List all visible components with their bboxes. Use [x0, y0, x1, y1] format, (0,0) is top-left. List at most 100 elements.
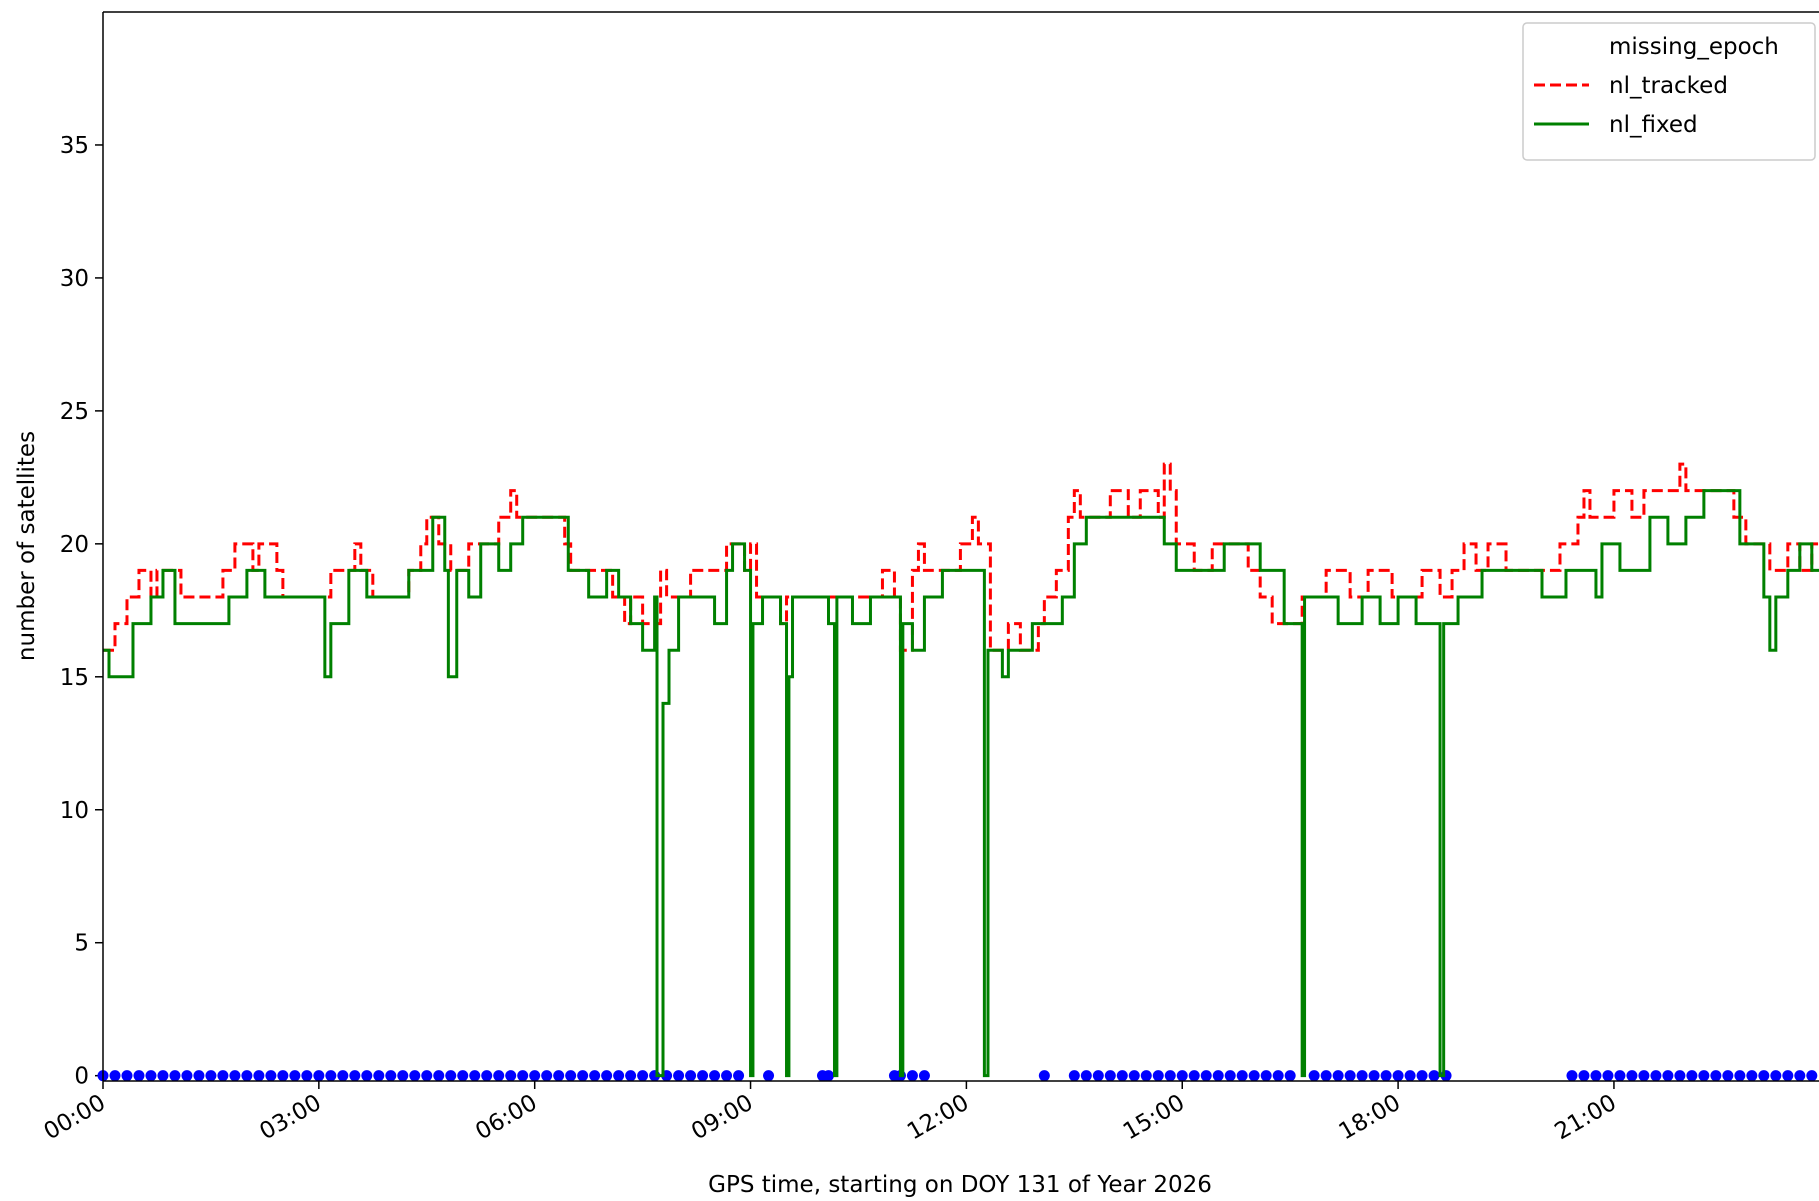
missing-epoch-point: [1344, 1070, 1356, 1082]
missing-epoch-point: [421, 1070, 433, 1082]
missing-epoch-point: [1164, 1070, 1176, 1082]
missing-epoch-point: [457, 1070, 469, 1082]
missing-epoch-point: [349, 1070, 361, 1082]
missing-epoch-point: [1272, 1070, 1284, 1082]
missing-epoch-point: [1650, 1070, 1662, 1082]
missing-epoch-point: [541, 1070, 553, 1082]
legend-label: missing_epoch: [1609, 34, 1779, 60]
missing-epoch-point: [1722, 1070, 1734, 1082]
missing-epoch-point: [109, 1070, 121, 1082]
missing-epoch-point: [1104, 1070, 1116, 1082]
missing-epoch-point: [325, 1070, 337, 1082]
missing-epoch-point: [517, 1070, 529, 1082]
missing-epoch-point: [1356, 1070, 1368, 1082]
missing-epoch-point: [133, 1070, 145, 1082]
missing-epoch-point: [1782, 1070, 1794, 1082]
missing-epoch-point: [193, 1070, 205, 1082]
missing-epoch-point: [1200, 1070, 1212, 1082]
missing-epoch-point: [721, 1070, 733, 1082]
missing-epoch-point: [337, 1070, 349, 1082]
missing-epoch-point: [277, 1070, 289, 1082]
missing-epoch-point: [1038, 1070, 1050, 1082]
x-tick-label: 03:00: [255, 1090, 325, 1146]
missing-epoch-point: [1404, 1070, 1416, 1082]
missing-epoch-point: [1638, 1070, 1650, 1082]
missing-epoch-point: [613, 1070, 625, 1082]
missing-epoch-point: [1416, 1070, 1428, 1082]
missing-epoch-point: [1236, 1070, 1248, 1082]
y-tick-label: 5: [74, 931, 89, 957]
missing-epoch-point: [1566, 1070, 1578, 1082]
missing-epoch-point: [637, 1070, 649, 1082]
missing-epoch-point: [505, 1070, 517, 1082]
missing-epoch-point: [493, 1070, 505, 1082]
missing-epoch-point: [181, 1070, 193, 1082]
missing-epoch-point: [1068, 1070, 1080, 1082]
missing-epoch-point: [469, 1070, 481, 1082]
missing-epoch-point: [301, 1070, 313, 1082]
missing-epoch-point: [1392, 1070, 1404, 1082]
missing-epoch-point: [673, 1070, 685, 1082]
missing-epoch-point: [1260, 1070, 1272, 1082]
missing-epoch-point: [1428, 1070, 1440, 1082]
y-tick-label: 15: [60, 665, 89, 691]
missing-epoch-point: [1224, 1070, 1236, 1082]
missing-epoch-point: [565, 1070, 577, 1082]
missing-epoch-point: [1116, 1070, 1128, 1082]
missing-epoch-point: [918, 1070, 930, 1082]
missing-epoch-point: [733, 1070, 745, 1082]
missing-epoch-point: [433, 1070, 445, 1082]
missing-epoch-point: [229, 1070, 241, 1082]
missing-epoch-point: [1698, 1070, 1710, 1082]
plot-area: [97, 462, 1819, 1082]
series-line: [103, 462, 1819, 652]
missing-epoch-point: [1080, 1070, 1092, 1082]
missing-epoch-point: [1320, 1070, 1332, 1082]
missing-epoch-point: [157, 1070, 169, 1082]
missing-epoch-point: [253, 1070, 265, 1082]
missing-epoch-point: [1746, 1070, 1758, 1082]
missing-epoch-point: [169, 1070, 181, 1082]
missing-epoch-point: [553, 1070, 565, 1082]
missing-epoch-point: [1794, 1070, 1806, 1082]
missing-epoch-point: [409, 1070, 421, 1082]
missing-epoch-point: [1308, 1070, 1320, 1082]
missing-epoch-point: [1128, 1070, 1140, 1082]
missing-epoch-point: [1212, 1070, 1224, 1082]
missing-epoch-point: [589, 1070, 601, 1082]
missing-epoch-point: [1578, 1070, 1590, 1082]
missing-epoch-point: [145, 1070, 157, 1082]
x-tick-label: 06:00: [471, 1090, 541, 1146]
missing-epoch-point: [385, 1070, 397, 1082]
missing-epoch-point: [1770, 1070, 1782, 1082]
missing-epoch-point: [1092, 1070, 1104, 1082]
missing-epoch-point: [1758, 1070, 1770, 1082]
y-tick-label: 0: [74, 1064, 89, 1090]
missing-epoch-point: [625, 1070, 637, 1082]
x-tick-label: 18:00: [1335, 1090, 1405, 1146]
missing-epoch-point: [1614, 1070, 1626, 1082]
missing-epoch-point: [1662, 1070, 1674, 1082]
missing-epoch-point: [121, 1070, 133, 1082]
missing-epoch-point: [1152, 1070, 1164, 1082]
missing-epoch-point: [1602, 1070, 1614, 1082]
missing-epoch-point: [1332, 1070, 1344, 1082]
missing-epoch-point: [763, 1070, 775, 1082]
missing-epoch-point: [241, 1070, 253, 1082]
missing-epoch-point: [481, 1070, 493, 1082]
missing-epoch-point: [1806, 1070, 1818, 1082]
missing-epoch-point: [1368, 1070, 1380, 1082]
y-tick-label: 30: [60, 266, 89, 292]
missing-epoch-point: [601, 1070, 613, 1082]
x-tick-label: 09:00: [687, 1090, 757, 1146]
y-axis-label: number of satellites: [14, 431, 40, 661]
missing-epoch-point: [529, 1070, 541, 1082]
missing-epoch-point: [1626, 1070, 1638, 1082]
missing-epoch-point: [1176, 1070, 1188, 1082]
missing-epoch-point: [1734, 1070, 1746, 1082]
missing-epoch-point: [1380, 1070, 1392, 1082]
missing-epoch-point: [205, 1070, 217, 1082]
legend-label: nl_tracked: [1609, 73, 1728, 99]
missing-epoch-point: [217, 1070, 229, 1082]
